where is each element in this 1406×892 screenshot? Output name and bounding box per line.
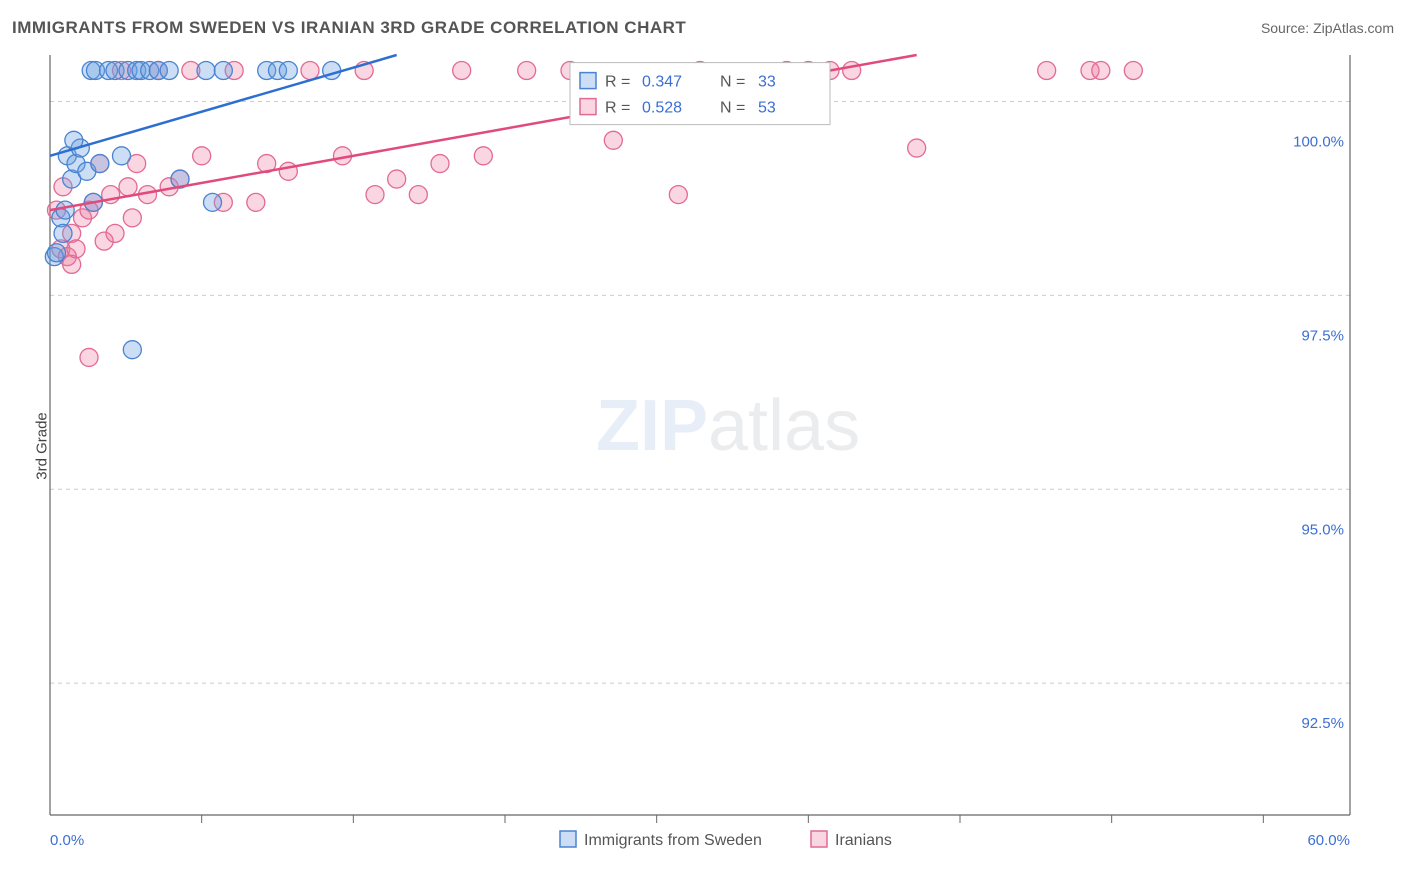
y-tick-label: 95.0% — [1301, 521, 1344, 538]
y-tick-label: 97.5% — [1301, 327, 1344, 344]
legend-bottom-label: Iranians — [835, 832, 892, 849]
point-sweden — [48, 244, 66, 262]
legend-n-value: 33 — [758, 74, 776, 91]
legend-stats: R = 0.347 N = 33 R = 0.528 N = 53 — [570, 63, 830, 125]
point-iranian — [63, 255, 81, 273]
legend-n-value: 53 — [758, 100, 776, 117]
legend-r-label: R = — [605, 100, 630, 117]
source-value: ZipAtlas.com — [1313, 20, 1394, 36]
point-iranian — [80, 348, 98, 366]
point-iranian — [409, 186, 427, 204]
watermark: ZIPatlas — [596, 386, 860, 466]
point-sweden — [56, 201, 74, 219]
legend-r-value: 0.528 — [642, 100, 682, 117]
point-sweden — [123, 341, 141, 359]
point-sweden — [204, 193, 222, 211]
point-iranian — [908, 139, 926, 157]
point-iranian — [453, 62, 471, 80]
scatter-plot: 92.5%95.0%97.5%100.0%0.0%60.0%ZIPatlasR … — [50, 55, 1350, 815]
point-sweden — [113, 147, 131, 165]
point-sweden — [160, 62, 178, 80]
point-iranian — [388, 170, 406, 188]
legend-r-value: 0.347 — [642, 74, 682, 91]
point-iranian — [474, 147, 492, 165]
legend-bottom-label: Immigrants from Sweden — [584, 832, 762, 849]
chart-area: 92.5%95.0%97.5%100.0%0.0%60.0%ZIPatlasR … — [50, 55, 1350, 815]
y-axis-label: 3rd Grade — [33, 412, 50, 480]
point-iranian — [119, 178, 137, 196]
point-iranian — [366, 186, 384, 204]
point-iranian — [604, 131, 622, 149]
point-iranian — [518, 62, 536, 80]
point-sweden — [279, 62, 297, 80]
legend-swatch-sweden — [580, 73, 596, 89]
legend-bottom-swatch-iranian — [811, 831, 827, 847]
point-iranian — [106, 224, 124, 242]
point-iranian — [1124, 62, 1142, 80]
point-iranian — [279, 162, 297, 180]
point-iranian — [247, 193, 265, 211]
legend-swatch-iranian — [580, 99, 596, 115]
legend-r-label: R = — [605, 74, 630, 91]
point-sweden — [214, 62, 232, 80]
chart-header: IMMIGRANTS FROM SWEDEN VS IRANIAN 3RD GR… — [12, 18, 1394, 38]
point-sweden — [197, 62, 215, 80]
y-tick-label: 100.0% — [1293, 134, 1344, 151]
point-iranian — [123, 209, 141, 227]
point-iranian — [431, 155, 449, 173]
point-iranian — [1038, 62, 1056, 80]
source-prefix: Source: — [1261, 20, 1313, 36]
legend-n-label: N = — [720, 100, 745, 117]
point-iranian — [669, 186, 687, 204]
point-iranian — [193, 147, 211, 165]
legend-series: Immigrants from Sweden Iranians — [560, 831, 892, 849]
point-iranian — [843, 62, 861, 80]
point-sweden — [91, 155, 109, 173]
source-label: Source: ZipAtlas.com — [1261, 20, 1394, 36]
x-tick-label: 60.0% — [1307, 832, 1350, 849]
point-sweden — [54, 224, 72, 242]
y-tick-label: 92.5% — [1301, 715, 1344, 732]
legend-n-label: N = — [720, 74, 745, 91]
chart-title: IMMIGRANTS FROM SWEDEN VS IRANIAN 3RD GR… — [12, 18, 686, 38]
legend-bottom-swatch-sweden — [560, 831, 576, 847]
point-iranian — [1092, 62, 1110, 80]
point-iranian — [301, 62, 319, 80]
x-tick-label: 0.0% — [50, 832, 84, 849]
